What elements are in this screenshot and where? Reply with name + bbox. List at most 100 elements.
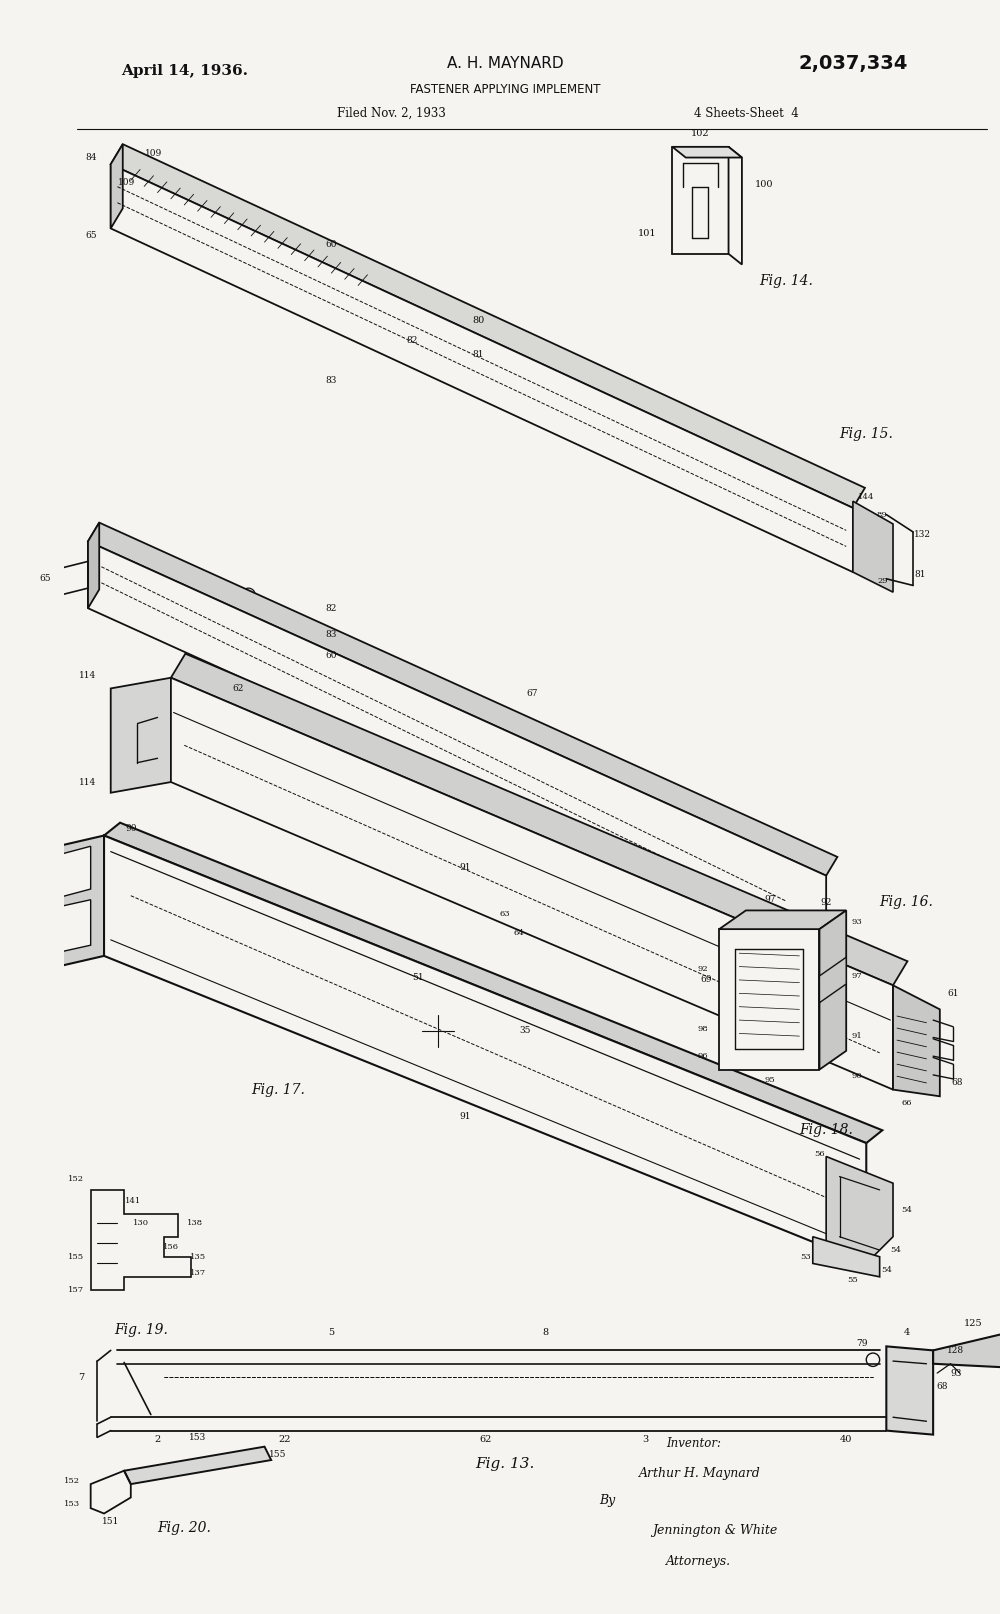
Text: Fig. 20.: Fig. 20. — [157, 1522, 211, 1535]
Text: 68: 68 — [937, 1382, 948, 1391]
Text: 93: 93 — [852, 918, 862, 926]
Text: 79: 79 — [857, 1340, 868, 1348]
Text: 2: 2 — [154, 1435, 161, 1445]
Text: FASTENER APPLYING IMPLEMENT: FASTENER APPLYING IMPLEMENT — [410, 82, 600, 95]
Text: 51: 51 — [412, 973, 424, 981]
Text: 7: 7 — [78, 1372, 84, 1382]
Text: 61: 61 — [947, 989, 959, 997]
Polygon shape — [88, 541, 826, 943]
Text: 82: 82 — [326, 604, 337, 613]
Text: Fig. 16.: Fig. 16. — [879, 896, 933, 909]
Text: 125: 125 — [964, 1319, 983, 1328]
Text: 68: 68 — [951, 1078, 963, 1088]
Text: 22: 22 — [278, 1435, 291, 1445]
Polygon shape — [819, 910, 846, 1070]
Text: 8: 8 — [542, 1328, 548, 1338]
Text: Arthur H. Maynard: Arthur H. Maynard — [639, 1467, 761, 1480]
Text: 92: 92 — [698, 965, 708, 973]
Text: 64: 64 — [513, 928, 524, 936]
Polygon shape — [88, 523, 837, 876]
Text: Fig. 13.: Fig. 13. — [476, 1457, 535, 1470]
Text: 69: 69 — [700, 975, 712, 985]
Polygon shape — [886, 1346, 933, 1435]
Text: 137: 137 — [190, 1269, 206, 1277]
Text: 93: 93 — [950, 1369, 962, 1378]
Polygon shape — [30, 846, 91, 905]
Text: 60: 60 — [326, 240, 337, 249]
Text: 96: 96 — [698, 1052, 708, 1060]
Polygon shape — [124, 1446, 271, 1485]
Polygon shape — [893, 985, 940, 1096]
Text: Fig. 19.: Fig. 19. — [115, 1323, 168, 1338]
Text: 90: 90 — [852, 1072, 862, 1080]
Text: 130: 130 — [133, 1219, 149, 1227]
Text: 40: 40 — [840, 1435, 852, 1445]
Text: 153: 153 — [189, 1433, 206, 1441]
Text: 4 Sheets-Sheet  4: 4 Sheets-Sheet 4 — [694, 107, 798, 119]
Text: 84: 84 — [86, 153, 97, 161]
Text: 82: 82 — [406, 336, 417, 345]
Text: By: By — [599, 1493, 615, 1506]
Text: 114: 114 — [79, 670, 97, 679]
Text: 109: 109 — [145, 148, 162, 158]
Polygon shape — [729, 147, 742, 265]
Text: 54: 54 — [881, 1265, 892, 1273]
Polygon shape — [17, 836, 104, 976]
Polygon shape — [111, 165, 853, 571]
Text: 66: 66 — [901, 1099, 912, 1107]
Text: 56: 56 — [814, 1149, 825, 1157]
Polygon shape — [813, 1236, 880, 1277]
Text: 91: 91 — [459, 863, 471, 872]
Text: 97: 97 — [852, 972, 862, 980]
Text: 114: 114 — [79, 778, 97, 786]
Text: 67: 67 — [526, 689, 538, 699]
Polygon shape — [88, 523, 99, 608]
Text: 91: 91 — [852, 1031, 862, 1039]
Text: 35: 35 — [520, 1027, 531, 1035]
Text: 109: 109 — [118, 179, 135, 187]
Text: 98: 98 — [698, 1025, 708, 1033]
Text: 54: 54 — [890, 1246, 901, 1254]
Text: 2,037,334: 2,037,334 — [798, 55, 908, 73]
Polygon shape — [719, 930, 819, 1070]
Polygon shape — [933, 1333, 1000, 1367]
Text: Fig. 17.: Fig. 17. — [251, 1083, 305, 1096]
Polygon shape — [719, 910, 846, 930]
Text: 151: 151 — [102, 1517, 119, 1527]
Text: 29: 29 — [877, 578, 888, 586]
Polygon shape — [853, 502, 893, 592]
Text: 155: 155 — [269, 1451, 287, 1459]
Text: 81: 81 — [473, 350, 484, 358]
Polygon shape — [104, 836, 866, 1264]
Text: 101: 101 — [638, 229, 656, 239]
Text: 156: 156 — [163, 1243, 179, 1251]
Polygon shape — [171, 654, 907, 985]
Text: 62: 62 — [479, 1435, 491, 1445]
Text: Attorneys.: Attorneys. — [666, 1556, 731, 1569]
Text: 53: 53 — [801, 1252, 811, 1261]
Polygon shape — [104, 823, 882, 1143]
Text: 153: 153 — [64, 1499, 80, 1507]
Text: 138: 138 — [187, 1219, 203, 1227]
Text: 144: 144 — [858, 494, 874, 502]
Text: 80: 80 — [472, 316, 485, 324]
Polygon shape — [171, 678, 893, 1089]
Text: 95: 95 — [765, 1077, 775, 1085]
Polygon shape — [111, 678, 171, 792]
Text: 65: 65 — [86, 231, 97, 239]
Text: 5: 5 — [328, 1328, 334, 1338]
Text: 90: 90 — [125, 825, 137, 833]
Polygon shape — [819, 957, 846, 1002]
Text: 65: 65 — [39, 573, 51, 583]
Text: Fig. 15.: Fig. 15. — [839, 428, 893, 441]
Text: 54: 54 — [901, 1206, 912, 1214]
Text: 83: 83 — [326, 631, 337, 639]
Text: 3: 3 — [643, 1435, 649, 1445]
Text: 83: 83 — [326, 376, 337, 386]
Text: 152: 152 — [64, 1477, 80, 1485]
Text: 102: 102 — [691, 129, 710, 137]
Polygon shape — [672, 147, 742, 158]
Text: 60: 60 — [326, 650, 337, 660]
Text: 97: 97 — [764, 896, 776, 904]
Polygon shape — [111, 144, 123, 229]
